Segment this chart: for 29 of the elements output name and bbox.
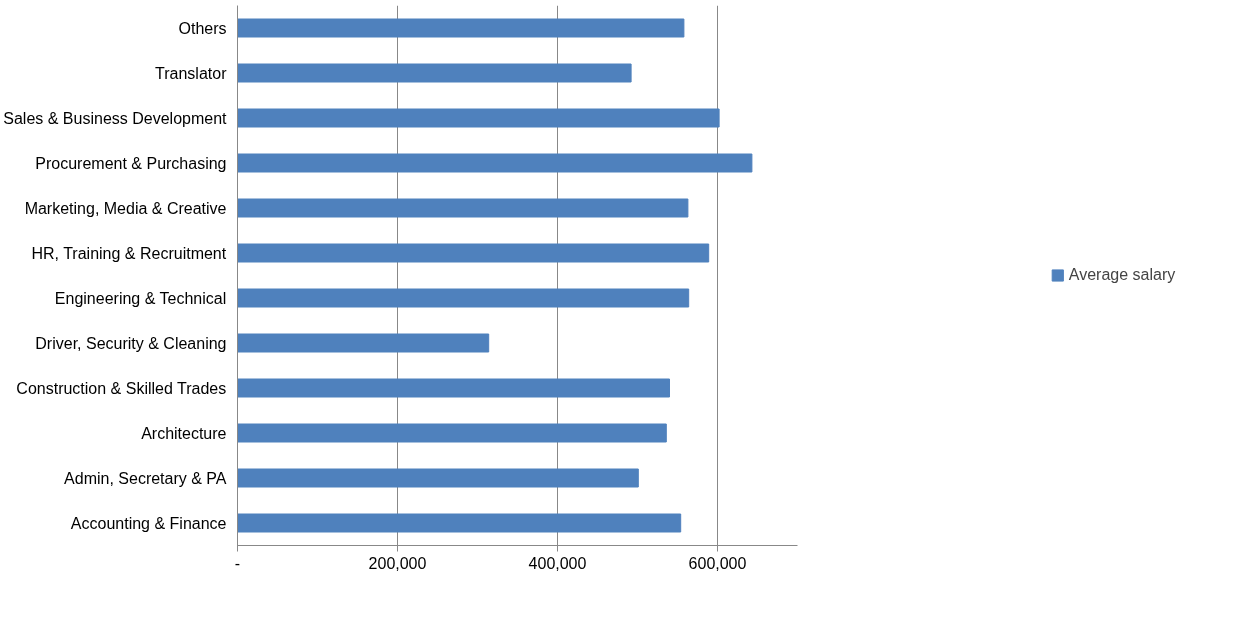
- bar: [237, 198, 689, 218]
- y-tick-label: Marketing, Media & Creative: [24, 199, 227, 217]
- y-tick-label: Engineering & Technical: [54, 289, 227, 307]
- y-tick-label: Sales & Business Development: [3, 109, 228, 127]
- bar: [237, 153, 753, 173]
- y-tick-label: Procurement & Purchasing: [35, 154, 227, 172]
- bar: [237, 288, 690, 308]
- bar: [237, 513, 682, 533]
- legend-label: Average salary: [1068, 266, 1176, 284]
- x-tick-label: 200,000: [368, 554, 427, 572]
- bar: [237, 378, 670, 398]
- bar: [237, 63, 632, 83]
- bar: [237, 468, 639, 488]
- x-tick-label: 600,000: [688, 554, 747, 572]
- y-tick-label: Translator: [155, 64, 228, 82]
- x-tick-label: -: [234, 554, 241, 572]
- bar: [237, 333, 490, 353]
- bar: [237, 18, 685, 38]
- y-tick-label: Others: [178, 19, 227, 37]
- bar: [237, 243, 710, 263]
- y-tick-label: Admin, Secretary & PA: [64, 469, 227, 487]
- y-tick-label: HR, Training & Recruitment: [31, 244, 227, 262]
- y-tick-label: Driver, Security & Cleaning: [35, 334, 227, 352]
- y-tick-label: Construction & Skilled Trades: [16, 379, 227, 397]
- bar: [237, 423, 667, 443]
- y-tick-label: Architecture: [141, 424, 227, 442]
- x-tick-label: 400,000: [528, 554, 587, 572]
- bar: [237, 108, 720, 128]
- y-tick-label: Accounting & Finance: [70, 514, 227, 532]
